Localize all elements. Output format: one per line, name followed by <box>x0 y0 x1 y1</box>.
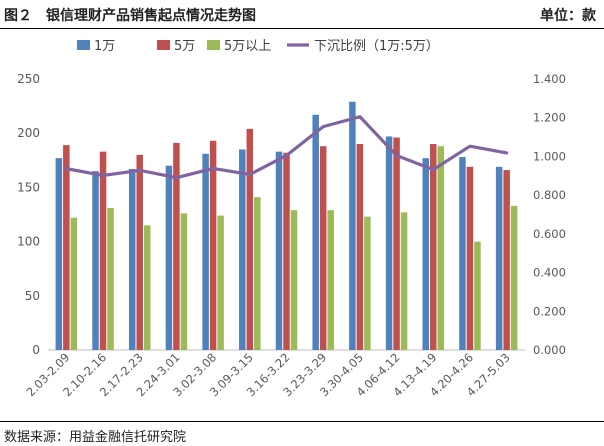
bar <box>275 151 283 350</box>
bar <box>495 166 503 350</box>
bar <box>385 136 393 350</box>
bar <box>283 152 290 350</box>
ratio-point <box>432 168 435 171</box>
bar <box>327 210 334 350</box>
bar <box>459 157 466 350</box>
ratio-point <box>395 154 398 157</box>
bar <box>209 140 217 350</box>
bar <box>466 166 474 350</box>
figure-title: 图２ 银信理财产品销售起点情况走势图 <box>4 8 256 24</box>
y-right-tick-label: 1.000 <box>533 149 566 163</box>
bar <box>202 153 209 350</box>
ratio-point <box>175 176 178 179</box>
y-right-tick-label: 0.000 <box>533 343 566 357</box>
ratio-point <box>65 167 68 170</box>
bar <box>364 216 371 350</box>
y-right-tick-label: 0.400 <box>533 266 566 280</box>
bar <box>246 128 254 350</box>
ratio-point <box>468 144 472 148</box>
y-right-tick-label: 0.600 <box>533 227 566 241</box>
ratio-point <box>358 115 362 118</box>
ratio-point <box>101 174 105 177</box>
figure-header: 图２ 银信理财产品销售起点情况走势图 单位：款 <box>0 0 604 29</box>
bar <box>165 165 173 350</box>
y-right-tick-label: 0.800 <box>533 188 566 202</box>
bar <box>173 142 180 350</box>
y-right-tick-label: 1.200 <box>533 111 566 125</box>
y-left-tick-label: 150 <box>17 180 40 194</box>
bar <box>356 144 364 350</box>
y-right-tick-label: 1.400 <box>533 72 566 86</box>
ratio-point <box>321 125 325 128</box>
bar <box>92 171 99 350</box>
legend-label: 5万以上 <box>224 39 271 54</box>
y-right-tick-label: 0.200 <box>533 304 566 318</box>
bar <box>107 207 114 350</box>
source-note: 数据来源：用益金融信托研究院 <box>4 430 187 445</box>
legend-label: 1万 <box>94 39 115 54</box>
bar <box>70 217 78 350</box>
bar <box>254 197 261 350</box>
bar <box>474 241 481 350</box>
unit-label: 单位：款 <box>540 8 596 24</box>
bar <box>400 212 408 350</box>
legend-label: 5万 <box>174 39 195 54</box>
y-left-tick-label: 250 <box>17 72 40 86</box>
ratio-point <box>285 154 288 157</box>
y-left-tick-label: 200 <box>17 126 40 140</box>
ratio-point <box>505 151 508 155</box>
bar <box>349 101 356 350</box>
bar <box>430 144 437 350</box>
bar <box>290 210 298 350</box>
ratio-point <box>211 167 215 170</box>
bar <box>128 168 136 350</box>
bar <box>143 225 151 350</box>
legend-swatch <box>207 40 220 50</box>
legend-label: 下沉比例（1万:5万） <box>314 39 439 54</box>
bar <box>55 158 63 350</box>
ratio-point <box>248 173 252 176</box>
bar <box>217 215 224 350</box>
bar <box>437 146 445 350</box>
ratio-point <box>138 169 141 172</box>
legend-swatch <box>77 40 90 50</box>
bar <box>63 145 70 350</box>
bar <box>312 114 319 350</box>
y-left-tick-label: 0 <box>32 343 40 357</box>
bar <box>510 205 518 350</box>
bar <box>136 154 143 350</box>
bar <box>393 137 400 350</box>
bar <box>239 149 246 350</box>
bar <box>422 158 430 350</box>
bar <box>99 151 107 350</box>
y-left-tick-label: 50 <box>25 289 40 303</box>
bar <box>180 213 188 350</box>
bar <box>503 170 510 350</box>
chart-svg: 0 50 100 150 200 250 0.000 0.200 0.400 0.600 0.800… <box>17 39 566 399</box>
chart-frame: 0 50 100 150 200 250 0.000 0.200 0.400 0.600 0.800… <box>0 29 604 422</box>
y-left-tick-label: 100 <box>17 235 40 249</box>
bar <box>319 146 327 350</box>
legend-swatch <box>157 40 170 50</box>
